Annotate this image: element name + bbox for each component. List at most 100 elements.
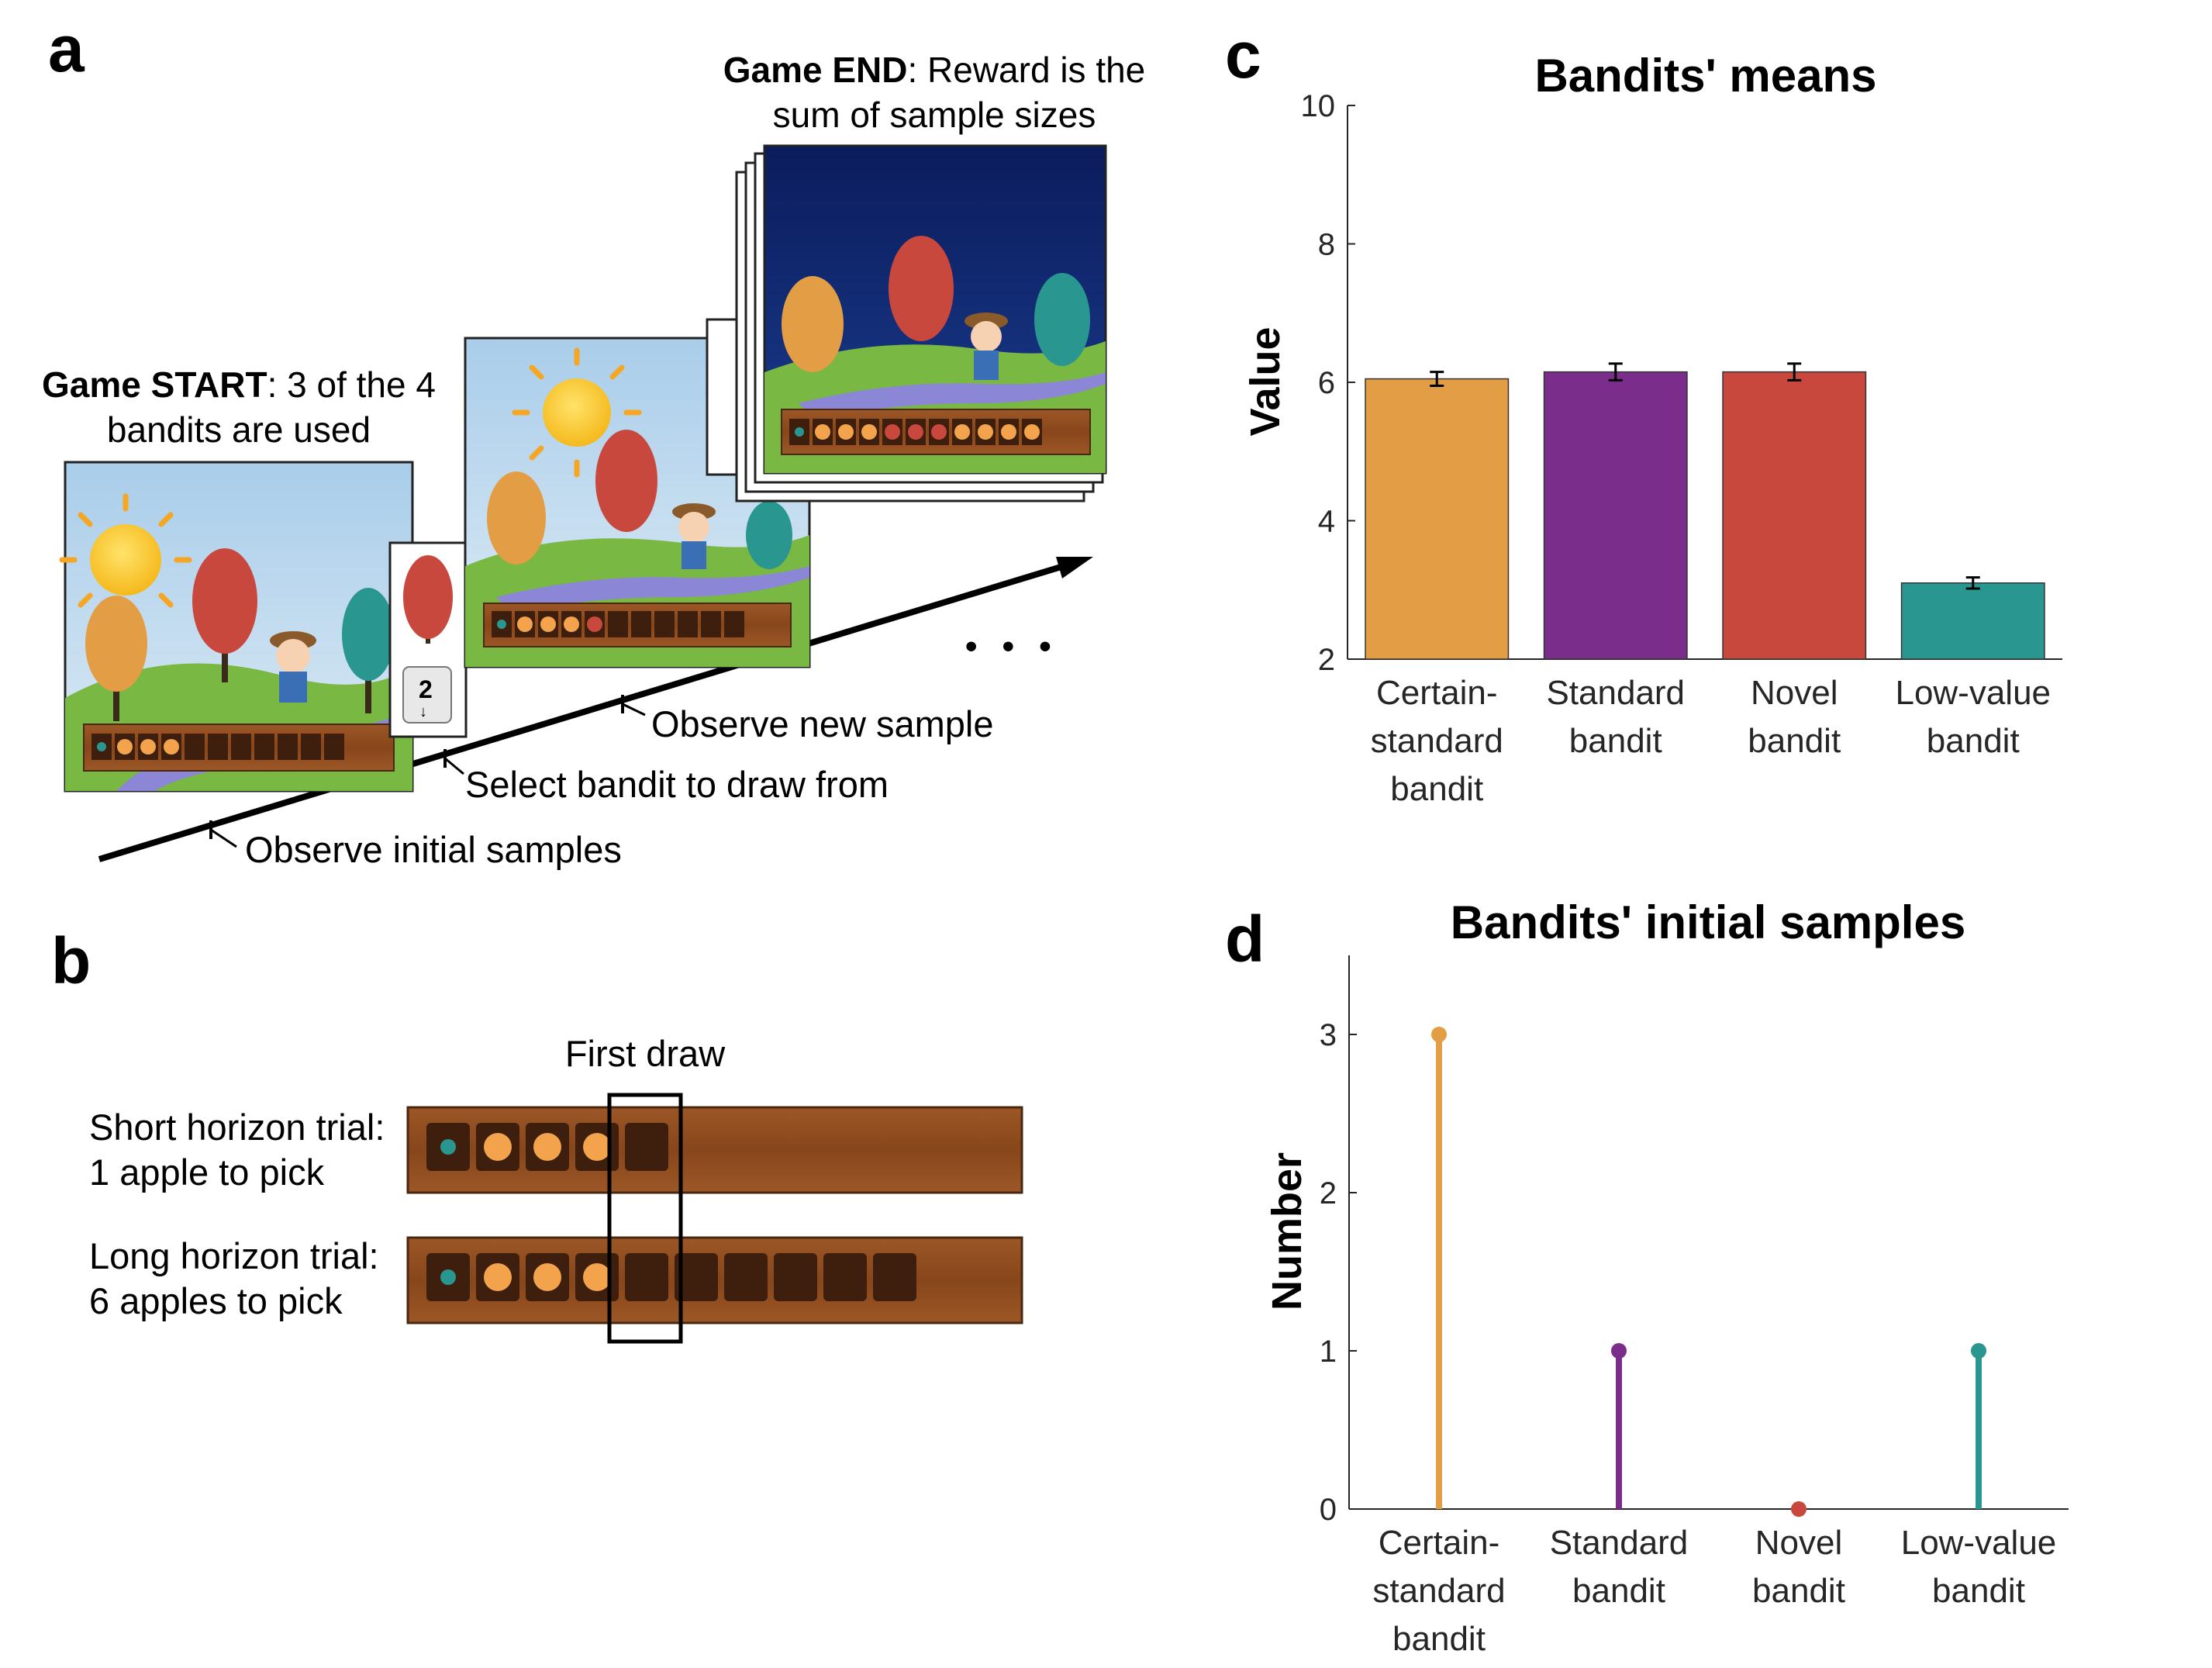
tree-orange-icon-2 — [487, 471, 546, 565]
panel-label-d: d — [1225, 903, 1265, 976]
x-tick-label: Low-value — [1901, 1524, 2057, 1562]
panel-label-c: c — [1225, 19, 1261, 92]
stem-marker — [1611, 1343, 1627, 1359]
keyboard-key — [402, 666, 452, 723]
chart-d-title: Bandits' initial samples — [1451, 896, 1965, 948]
step-observe-new: Observe new sample — [651, 703, 993, 744]
apple-icon — [484, 1263, 512, 1291]
x-tick-label: standard — [1372, 1572, 1505, 1610]
apple-slots-end — [789, 419, 1042, 445]
sun-icon-2 — [512, 347, 642, 478]
x-tick-label: bandit — [1390, 770, 1483, 808]
x-tick-label: Certain- — [1376, 674, 1498, 712]
short-horizon-label-2: 1 apple to pick — [89, 1152, 325, 1193]
tree-teal-icon-3 — [1034, 273, 1090, 366]
first-draw-label: First draw — [565, 1033, 726, 1074]
apple-icon — [583, 1263, 611, 1291]
game-start-caption: Game START: 3 of the 4 — [42, 364, 436, 405]
short-horizon-label-1: Short horizon trial: — [89, 1107, 385, 1148]
x-tick-label: bandit — [1392, 1620, 1486, 1658]
x-tick-label: bandit — [1927, 722, 2020, 760]
timeline-leader-initial — [210, 828, 237, 848]
tree-teal-icon-2 — [746, 501, 792, 569]
timeline-arrowhead — [1056, 557, 1093, 578]
y-tick-label: 0 — [1320, 1493, 1337, 1527]
x-tick-label: bandit — [1748, 722, 1841, 760]
timeline-leader-new — [622, 703, 646, 717]
key-tree-icon — [403, 555, 453, 644]
tree-teal-icon — [342, 588, 395, 713]
bar — [1722, 371, 1867, 660]
y-tick-label: 3 — [1320, 1018, 1337, 1052]
chart-c-plot: 2 4 6 8 10 Certain-standard bandit Standard band… — [1301, 89, 2062, 808]
first-draw-highlight — [607, 1093, 683, 1344]
game-end-rest: : Reward is the — [907, 50, 1145, 90]
long-horizon-label-2: 6 apples to pick — [89, 1280, 343, 1321]
tree-red-icon — [192, 548, 257, 682]
step-select-bandit: Select bandit to draw from — [465, 764, 889, 805]
apple-icon — [533, 1133, 561, 1161]
x-tick-label: bandit — [1572, 1572, 1665, 1610]
stem-marker — [1971, 1343, 1986, 1359]
x-tick-label: bandit — [1569, 722, 1662, 760]
tree-orange-icon — [85, 596, 147, 721]
stem-marker — [1431, 1027, 1447, 1042]
key-number: 2 — [419, 675, 433, 703]
chart-d-ylabel: Number — [1264, 1152, 1310, 1311]
long-horizon-board — [406, 1236, 1023, 1324]
apple-slots-draw — [492, 611, 744, 637]
x-tick-label: standard — [1371, 722, 1503, 760]
teal-apple-icon — [440, 1139, 456, 1155]
apple-icon — [533, 1263, 561, 1291]
game-start-bold: Game START — [42, 364, 267, 405]
y-tick-label: 2 — [1318, 643, 1335, 677]
apple-slots-start — [91, 734, 344, 760]
ellipsis: • • • — [965, 627, 1059, 665]
panel-label-b: b — [51, 924, 91, 997]
teal-apple-icon — [440, 1269, 456, 1285]
game-end-bold: Game END — [723, 50, 908, 90]
stem-marker — [1791, 1501, 1807, 1517]
game-end-caption-line2: sum of sample sizes — [773, 95, 1096, 135]
x-tick-label: bandit — [1752, 1572, 1845, 1610]
chart-c-ylabel: Value — [1242, 326, 1289, 436]
x-tick-label: Low-value — [1895, 674, 2051, 712]
game-end-caption: Game END: Reward is the — [723, 50, 1146, 90]
farmer-icon-2 — [672, 503, 716, 569]
game-start-rest: : 3 of the 4 — [267, 364, 436, 405]
timeline-leader-select — [444, 757, 464, 775]
bar — [1900, 582, 2045, 660]
y-tick-label: 8 — [1318, 228, 1335, 262]
x-tick-label: Standard — [1546, 674, 1685, 712]
panel-b: b First draw Short horizon trial: 1 appl… — [51, 924, 1023, 1344]
x-tick-label: Standard — [1550, 1524, 1689, 1562]
short-horizon-board — [406, 1106, 1023, 1194]
screen-end-stack — [706, 144, 1107, 502]
key-card: 2 ↓ — [388, 541, 468, 738]
x-tick-label: Certain- — [1379, 1524, 1500, 1562]
y-tick-label: 6 — [1318, 366, 1335, 400]
long-horizon-label-1: Long horizon trial: — [89, 1235, 379, 1276]
panel-label-a: a — [48, 12, 85, 85]
tree-orange-icon-3 — [782, 276, 844, 372]
timeline-axis — [98, 560, 1075, 862]
x-tick-label: Novel — [1755, 1524, 1843, 1562]
farmer-icon-3 — [965, 313, 1008, 380]
tree-red-icon-2 — [595, 430, 657, 532]
x-tick-label: bandit — [1932, 1572, 2025, 1610]
panel-a: a Observe initial samples Select bandit … — [42, 12, 1145, 870]
apple-icon — [583, 1133, 611, 1161]
farmer-icon — [270, 631, 316, 703]
y-tick-label: 1 — [1320, 1335, 1337, 1369]
chart-c-title: Bandits' means — [1534, 50, 1876, 102]
x-tick-label: Novel — [1751, 674, 1838, 712]
panel-c: c Bandits' means Value 2 4 6 8 10 Certain-sta… — [1225, 19, 2062, 808]
bar — [1365, 378, 1510, 660]
game-start-caption-line2: bandits are used — [107, 409, 371, 450]
screen-start — [59, 461, 414, 793]
chart-d-plot: 0 1 2 3 Certain-standard bandit Standard bandit… — [1320, 955, 2069, 1658]
y-tick-label: 10 — [1301, 89, 1336, 123]
apple-icon — [484, 1133, 512, 1161]
step-observe-initial: Observe initial samples — [245, 829, 622, 870]
